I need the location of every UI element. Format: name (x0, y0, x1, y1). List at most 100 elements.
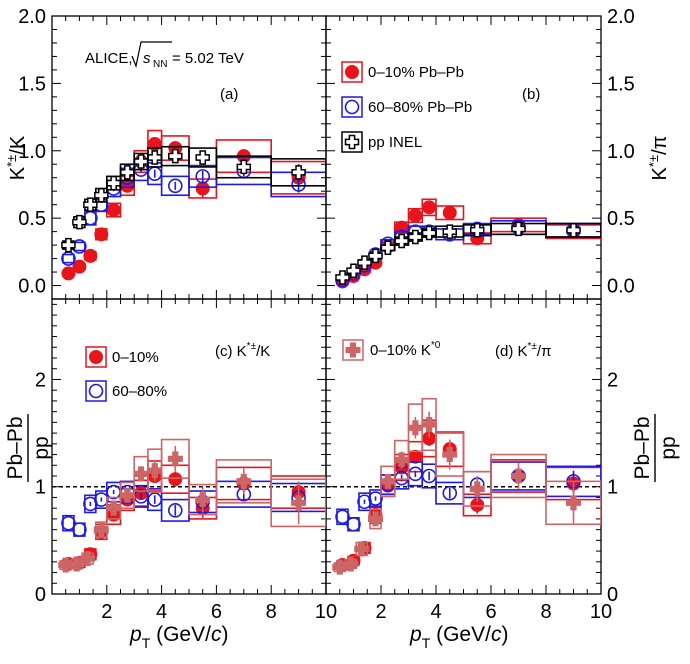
data-point (442, 224, 457, 239)
y-tick-label: 2.0 (607, 6, 635, 28)
data-point (236, 159, 252, 175)
data-point (147, 463, 163, 479)
series-a-2 (61, 145, 326, 253)
data-point (566, 495, 581, 511)
data-point (168, 503, 183, 518)
series-group-c (58, 438, 326, 573)
series-group-d (332, 397, 601, 575)
y-tick-label: 0.0 (18, 276, 46, 298)
data-point (422, 200, 437, 215)
data-point (566, 223, 581, 238)
label-text: (d) K (495, 343, 528, 360)
data-point (72, 522, 87, 537)
axis-title-text: ) (221, 623, 228, 646)
alice-energy-label: ALICE, (85, 50, 133, 67)
panel-b: 0.0 0.5 1.0 1.5 2.0 (325, 6, 635, 300)
legend-label: 60–80% (112, 383, 167, 400)
label-text: /π (537, 343, 552, 360)
legend-marker (344, 99, 360, 115)
y-tick-label: 1.0 (18, 141, 46, 163)
y-tick-label: 2 (35, 369, 46, 391)
legend-entry: 60–80% (85, 380, 167, 402)
data-point (346, 516, 361, 532)
y-tick-label: 0.5 (18, 208, 46, 230)
sys-box (62, 253, 75, 264)
y-axis-title-a: K*±/K (4, 135, 29, 180)
x-tick-label: 4 (430, 601, 441, 623)
panel-c-label: (c) K*±/K (215, 341, 270, 360)
series-d-2 (332, 397, 601, 575)
legend-marker (88, 383, 104, 399)
data-point (83, 197, 98, 212)
data-point (195, 169, 210, 184)
label-text: /K (256, 343, 270, 360)
legend-marker (345, 342, 361, 358)
y-tick-label: 0.5 (607, 208, 635, 230)
data-point (72, 259, 87, 274)
axis-title-subscript: T (142, 635, 151, 651)
legend-box (85, 346, 107, 368)
data-point (357, 494, 372, 510)
data-point (380, 240, 396, 256)
legend-box (342, 339, 364, 361)
panel-b-label: (b) (522, 86, 540, 103)
sys-box (270, 478, 326, 528)
data-point (291, 165, 306, 180)
alice-text: ALICE, (85, 50, 133, 67)
data-point (346, 263, 361, 278)
x-axis-title: pT (GeV/c) (129, 623, 228, 651)
data-point (94, 187, 109, 203)
fraction-numerator: Pb–Pb (4, 416, 27, 479)
legend-marker (89, 350, 103, 364)
legend-entry: 0–10% Pb–Pb (341, 61, 464, 83)
fraction-denominator: pp (657, 436, 680, 459)
legend-entry: 60–80% Pb–Pb (341, 96, 472, 118)
legend-entry: 0–10% (85, 346, 159, 368)
x-tick-label: 2 (101, 601, 112, 623)
fraction-numerator: Pb–Pb (631, 416, 654, 479)
data-point (335, 509, 350, 525)
x-tick-label: 4 (156, 601, 167, 623)
series-c-2 (58, 438, 326, 573)
sys-box (435, 432, 465, 477)
data-point (58, 557, 74, 573)
data-point (69, 556, 85, 572)
data-point (354, 541, 370, 557)
data-point (394, 452, 410, 468)
legend-marker (344, 134, 360, 150)
label-text: (c) K (215, 343, 247, 360)
data-point (106, 203, 121, 218)
y-tick-label: 1.5 (607, 73, 635, 95)
data-point (61, 515, 76, 531)
data-point (511, 468, 526, 484)
y-axis-title-d: Pb–Pb pp (631, 414, 680, 482)
legend-label: 0–10% Pb–Pb (368, 64, 464, 81)
axis-title-text: c (211, 623, 222, 646)
axis-title-text: /π (649, 136, 671, 155)
x-tick-label: 8 (266, 601, 277, 623)
x-tick-label: 6 (485, 601, 496, 623)
data-point (133, 466, 149, 482)
legend-box (341, 131, 363, 153)
series-group-b (335, 198, 601, 289)
y-tick-label: 2.0 (18, 6, 46, 28)
data-point (442, 447, 458, 463)
data-point (106, 500, 122, 516)
x-tick-label: 2 (375, 601, 386, 623)
data-point (408, 208, 423, 223)
data-point (332, 559, 348, 575)
data-point (343, 556, 359, 572)
legend-label: 60–80% Pb–Pb (368, 99, 472, 116)
data-point (120, 165, 135, 180)
series-a-1 (61, 156, 326, 266)
panel-a-label: (a) (220, 86, 238, 103)
axis-title-superscript: *± (646, 155, 661, 167)
legend-label: 0–10% (112, 349, 159, 366)
data-point (470, 223, 485, 238)
data-point (147, 492, 163, 507)
legend-box (85, 380, 107, 402)
legend-text: 0–10% (112, 349, 159, 366)
panel-d: 0 1 2 2 4 6 8 10 (325, 298, 618, 623)
data-point (72, 214, 87, 230)
